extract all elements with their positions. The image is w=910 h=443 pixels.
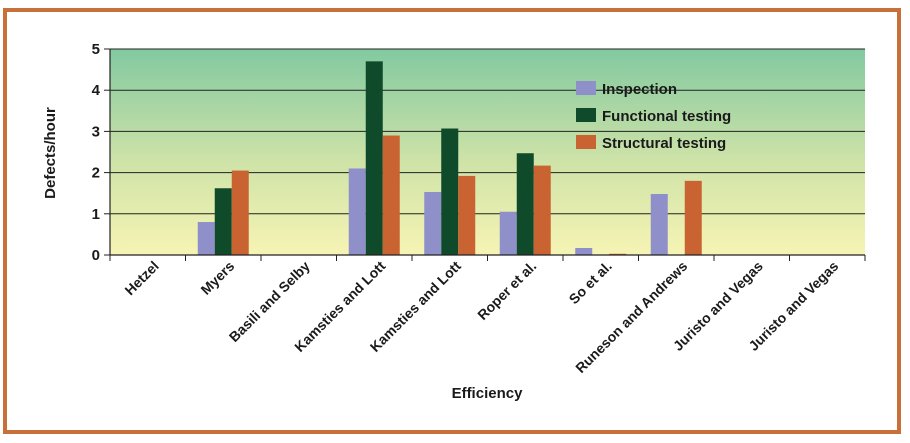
legend-swatch — [576, 108, 596, 122]
bar — [382, 135, 400, 255]
y-tick-label: 2 — [92, 165, 100, 182]
bar — [650, 194, 668, 255]
legend-label: Structural testing — [602, 135, 726, 152]
bar — [197, 222, 215, 255]
bar — [499, 211, 517, 255]
y-axis-title: Defects/hour — [42, 107, 59, 199]
y-tick-label: 3 — [92, 123, 100, 140]
x-tick-label: Myers — [197, 258, 237, 298]
bar — [424, 191, 442, 255]
bar — [441, 128, 459, 255]
x-tick-label: Hetzel — [121, 258, 161, 298]
bar — [575, 247, 593, 255]
x-axis-title: Efficiency — [452, 385, 524, 402]
bar — [231, 170, 249, 255]
legend-label: Inspection — [602, 81, 677, 98]
legend-swatch — [576, 81, 596, 95]
y-tick-label: 5 — [92, 41, 100, 58]
x-tick-label: So et al. — [566, 258, 615, 307]
bar — [348, 168, 366, 255]
x-tick-label: Basili and Selby — [226, 258, 313, 345]
bar — [214, 188, 232, 255]
y-tick-label: 1 — [92, 206, 100, 223]
bar — [533, 165, 551, 255]
bar — [684, 180, 702, 255]
bar — [516, 153, 534, 255]
bar — [365, 61, 383, 255]
legend-label: Functional testing — [602, 108, 731, 125]
legend-swatch — [576, 135, 596, 149]
y-tick-label: 0 — [92, 247, 100, 264]
x-tick-label: Roper et al. — [474, 258, 539, 323]
y-tick-label: 4 — [92, 82, 101, 99]
bar — [609, 253, 627, 255]
bar — [458, 175, 476, 255]
